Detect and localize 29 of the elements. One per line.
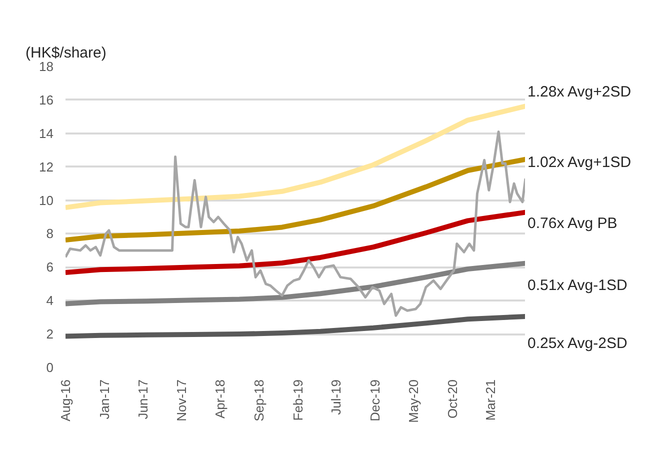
y-tick-label: 12 bbox=[39, 159, 54, 174]
x-tick-label: Sep-18 bbox=[251, 380, 266, 422]
y-tick-label: 6 bbox=[46, 260, 54, 275]
x-tick-label: Dec-19 bbox=[367, 379, 382, 422]
y-axis-title: (HK$/share) bbox=[26, 44, 106, 62]
x-tick-label: Oct-20 bbox=[444, 379, 460, 419]
line-series bbox=[66, 130, 525, 317]
series-label: 0.25x Avg-2SD bbox=[528, 334, 628, 352]
y-tick-label: 4 bbox=[46, 293, 54, 308]
x-tick-label: Jan-17 bbox=[96, 380, 112, 420]
y-tick-label: 0 bbox=[46, 360, 54, 375]
y-tick-label: 14 bbox=[39, 126, 54, 141]
x-tick-label: May-20 bbox=[406, 379, 421, 423]
series-label: 0.51x Avg-1SD bbox=[528, 276, 628, 294]
y-tick-label: 16 bbox=[39, 92, 54, 108]
x-tick-label: Aug-16 bbox=[58, 380, 73, 422]
x-tick-label: Jul-19 bbox=[328, 379, 344, 415]
x-tick-label: Jun-17 bbox=[135, 380, 150, 420]
series-label: 0.76x Avg PB bbox=[528, 214, 618, 232]
y-tick-label: 18 bbox=[39, 59, 54, 74]
series-label: 1.02x Avg+1SD bbox=[528, 154, 632, 171]
x-tick-label: Apr-18 bbox=[212, 379, 228, 419]
x-tick-label: Mar-21 bbox=[483, 379, 498, 421]
series-label: 1.28x Avg+2SD bbox=[528, 84, 632, 101]
y-tick-label: 2 bbox=[46, 326, 54, 342]
y-tick-label: 10 bbox=[39, 192, 54, 208]
y-tick-label: 8 bbox=[46, 226, 54, 242]
x-tick-label: Nov-17 bbox=[174, 379, 190, 422]
x-tick-label: Feb-19 bbox=[290, 379, 306, 421]
